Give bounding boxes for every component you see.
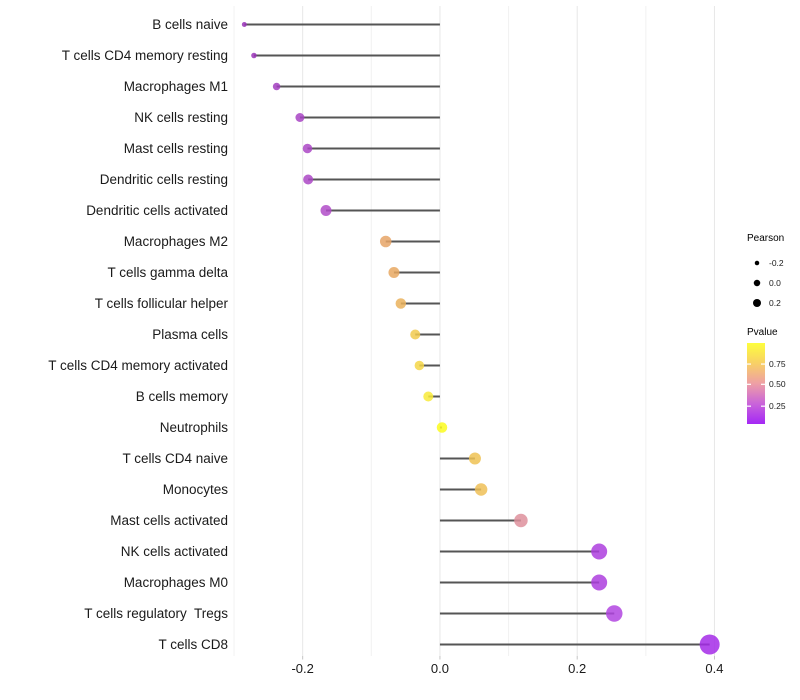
pearson-legend-title: Pearson: [747, 233, 785, 244]
y-axis-label: Macrophages M1: [123, 78, 228, 94]
y-axis-label: Mast cells activated: [110, 512, 228, 528]
y-axis-label: Mast cells resting: [123, 140, 228, 156]
y-axis-label: NK cells resting: [134, 109, 228, 125]
data-point: [272, 82, 281, 91]
y-axis-label: Macrophages M0: [123, 574, 228, 590]
colorbar-tick-label: 0.25: [769, 401, 786, 412]
data-point: [699, 634, 720, 655]
data-point: [591, 574, 608, 591]
y-axis-label: Monocytes: [162, 481, 228, 497]
pvalue-legend-title: Pvalue: [747, 327, 778, 338]
y-axis-label: T cells CD4 naive: [122, 450, 228, 466]
data-point: [295, 113, 305, 122]
y-axis-label: T cells CD4 memory resting: [61, 47, 228, 63]
data-point: [241, 22, 247, 27]
legend-size-label: -0.2: [769, 257, 784, 268]
y-axis-label: B cells naive: [152, 16, 228, 32]
data-point: [395, 298, 407, 309]
y-axis-label: Neutrophils: [159, 419, 228, 435]
x-axis-tick-label: 0.2: [568, 661, 587, 676]
y-axis-label: Dendritic cells resting: [99, 171, 228, 187]
legend-size-dot: [753, 299, 761, 307]
data-point: [423, 391, 434, 402]
data-point: [468, 452, 481, 465]
y-axis-label: NK cells activated: [120, 543, 228, 559]
data-point: [303, 174, 314, 185]
data-point: [379, 235, 392, 248]
x-axis-tick-label: 0.4: [705, 661, 724, 676]
y-axis-label: T cells gamma delta: [107, 264, 228, 280]
pvalue-colorbar: [747, 343, 765, 424]
y-axis-label: T cells CD8: [158, 636, 228, 652]
y-axis-label: T cells CD4 memory activated: [48, 357, 228, 373]
y-axis-label: B cells memory: [135, 388, 228, 404]
data-point: [388, 267, 400, 278]
y-axis-label: Plasma cells: [152, 326, 228, 342]
colorbar-tick-label: 0.75: [769, 359, 786, 370]
y-axis-label: T cells follicular helper: [94, 295, 228, 311]
data-point: [591, 543, 608, 560]
y-axis-label: Macrophages M2: [123, 233, 228, 249]
data-point: [514, 513, 528, 528]
data-point: [606, 605, 623, 622]
x-axis-tick-label: -0.2: [291, 661, 314, 676]
data-point: [410, 329, 421, 340]
legend-size-label: 0.2: [769, 297, 781, 308]
y-axis-label: T cells regulatory Tregs: [84, 605, 228, 621]
colorbar-tick-label: 0.50: [769, 379, 786, 390]
data-point: [302, 143, 313, 154]
legend-size-dot: [754, 260, 760, 266]
data-point: [474, 483, 488, 496]
data-point: [251, 52, 257, 59]
data-point: [414, 360, 425, 371]
legend-size-label: 0.0: [769, 277, 781, 288]
legend-size-dot: [753, 279, 761, 287]
y-axis-label: Dendritic cells activated: [86, 202, 228, 218]
data-point: [436, 422, 448, 433]
data-point: [320, 205, 332, 216]
x-axis-tick-label: 0.0: [430, 661, 449, 676]
